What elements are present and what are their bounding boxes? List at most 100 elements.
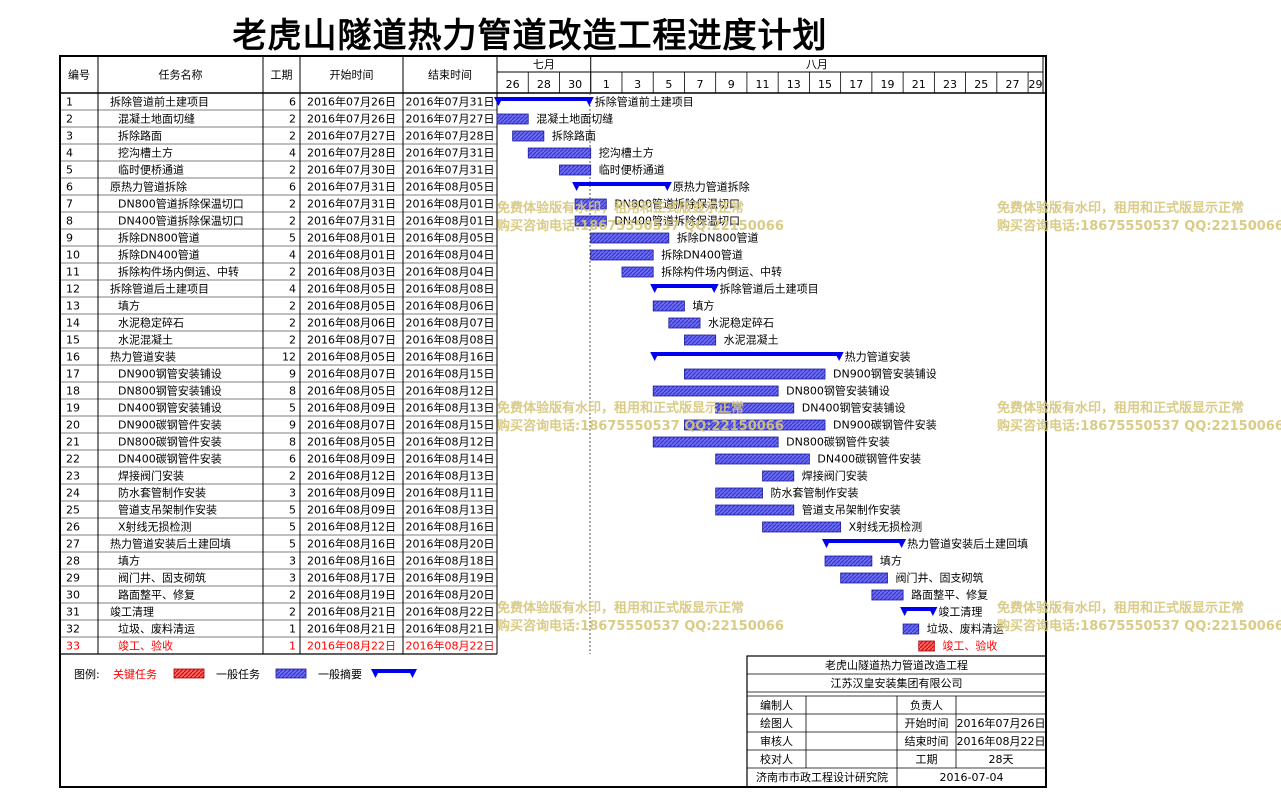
table-row: 23 焊接阀门安装 2 2016年08月12日 2016年08月13日 xyxy=(66,469,495,483)
task-id: 6 xyxy=(66,181,73,194)
task-end: 2016年07月31日 xyxy=(406,146,495,160)
info-start-label: 开始时间 xyxy=(905,716,949,730)
day-tick-label: 17 xyxy=(849,78,863,91)
watermark-line1: 免费体验版有水印，租用和正式版显示正常 xyxy=(997,600,1244,616)
task-name: 竣工清理 xyxy=(110,605,154,619)
table-row: 5 临时便桥通道 2 2016年07月30日 2016年07月31日 xyxy=(66,163,495,177)
task-duration: 8 xyxy=(289,385,296,398)
task-id: 26 xyxy=(66,521,80,534)
task-start: 2016年07月30日 xyxy=(307,163,396,177)
task-end: 2016年08月13日 xyxy=(406,503,495,517)
table-row: 27 热力管道安装后土建回填 5 2016年08月16日 2016年08月20日 xyxy=(66,537,495,551)
bar-label: 填方 xyxy=(880,554,902,568)
task-name: 垃圾、废料清运 xyxy=(118,622,195,636)
task-bar xyxy=(762,521,842,533)
task-start: 2016年08月16日 xyxy=(307,554,396,568)
task-bar xyxy=(668,317,701,329)
watermark-line2: 购买咨询电话:18675550537 QQ:22150066 xyxy=(497,418,784,434)
task-name: 路面整平、修复 xyxy=(118,588,195,602)
task-duration: 9 xyxy=(289,419,296,432)
task-start: 2016年08月05日 xyxy=(307,299,396,313)
task-id: 30 xyxy=(66,589,80,602)
bar-label: DN800碳钢管件安装 xyxy=(786,435,890,449)
table-row: 31 竣工清理 2 2016年08月21日 2016年08月22日 xyxy=(66,605,495,619)
task-start: 2016年08月07日 xyxy=(307,333,396,347)
task-bar xyxy=(652,300,685,312)
bar-label: 拆除构件场内倒运、中转 xyxy=(661,265,782,279)
watermark-line2: 购买咨询电话:18675550537 QQ:22150066 xyxy=(497,218,784,234)
month-label: 七月 xyxy=(533,58,555,71)
day-tick-label: 5 xyxy=(665,78,672,91)
task-duration: 5 xyxy=(289,504,296,517)
task-id: 20 xyxy=(66,419,80,432)
task-duration: 6 xyxy=(289,96,296,109)
bar-label: 原热力管道拆除 xyxy=(673,180,750,194)
task-end: 2016年08月14日 xyxy=(406,452,495,466)
task-name: X射线无损检测 xyxy=(118,520,192,534)
task-start: 2016年08月09日 xyxy=(307,452,396,466)
task-duration: 5 xyxy=(289,538,296,551)
task-start: 2016年07月26日 xyxy=(307,112,396,126)
table-row: 3 拆除路面 2 2016年07月27日 2016年07月28日 xyxy=(66,129,495,143)
table-row: 17 DN900钢管安装铺设 9 2016年08月07日 2016年08月15日 xyxy=(66,367,495,381)
day-tick-label: 7 xyxy=(697,78,704,91)
task-start: 2016年08月05日 xyxy=(307,384,396,398)
legend-critical-label: 关键任务 xyxy=(113,667,157,681)
task-start: 2016年08月09日 xyxy=(307,503,396,517)
bar-label: 阀门井、固支砌筑 xyxy=(896,571,984,585)
task-name: 拆除DN400管道 xyxy=(118,248,200,262)
day-tick-label: 9 xyxy=(728,78,735,91)
task-id: 33 xyxy=(66,640,80,653)
task-name: DN400管道拆除保温切口 xyxy=(118,214,244,228)
task-name: 防水套管制作安装 xyxy=(118,486,206,500)
task-id: 29 xyxy=(66,572,80,585)
day-tick-label: 25 xyxy=(974,78,988,91)
task-end: 2016年08月12日 xyxy=(406,435,495,449)
day-tick-label: 21 xyxy=(912,78,926,91)
task-duration: 4 xyxy=(289,249,296,262)
summary-bar xyxy=(650,284,719,293)
outer-frame xyxy=(59,55,1047,788)
table-row: 29 阀门井、固支砌筑 3 2016年08月17日 2016年08月19日 xyxy=(66,571,495,585)
table-row: 33 竣工、验收 1 2016年08月22日 2016年08月22日 xyxy=(66,639,495,653)
column-header-end: 结束时间 xyxy=(428,69,472,82)
table-row: 9 拆除DN800管道 5 2016年08月01日 2016年08月05日 xyxy=(66,231,495,245)
info-project: 老虎山隧道热力管道改造工程 xyxy=(825,658,968,672)
task-duration: 3 xyxy=(289,487,296,500)
task-start: 2016年08月09日 xyxy=(307,401,396,415)
task-end: 2016年08月13日 xyxy=(406,469,495,483)
task-start: 2016年07月31日 xyxy=(307,180,396,194)
info-end-value: 2016年08月22日 xyxy=(957,734,1046,748)
bar-label: 拆除DN800管道 xyxy=(677,231,759,245)
day-tick-label: 28 xyxy=(537,78,551,91)
task-bar xyxy=(840,572,888,584)
task-duration: 1 xyxy=(289,623,296,636)
table-row: 1 拆除管道前土建项目 6 2016年07月26日 2016年07月31日 xyxy=(66,95,495,109)
task-bar xyxy=(496,113,529,125)
task-duration: 12 xyxy=(282,351,296,364)
task-bar xyxy=(652,385,779,397)
task-end: 2016年08月08日 xyxy=(406,333,495,347)
task-id: 5 xyxy=(66,164,73,177)
bar-label: 热力管道安装 xyxy=(845,350,911,364)
task-duration: 3 xyxy=(289,555,296,568)
task-name: 拆除构件场内倒运、中转 xyxy=(118,265,239,279)
day-tick-label: 15 xyxy=(818,78,832,91)
task-name: 热力管道安装 xyxy=(110,350,176,364)
bar-label: 竣工清理 xyxy=(938,605,982,619)
info-box xyxy=(746,655,1047,788)
task-duration: 3 xyxy=(289,572,296,585)
day-tick-label: 30 xyxy=(568,78,582,91)
task-bar xyxy=(512,130,545,142)
task-name: DN400碳钢管件安装 xyxy=(118,452,222,466)
task-end: 2016年07月31日 xyxy=(406,95,495,109)
legend-label: 图例: xyxy=(74,667,100,681)
info-institute: 济南市市政工程设计研究院 xyxy=(756,770,888,784)
task-end: 2016年08月06日 xyxy=(406,299,495,313)
table-row: 10 拆除DN400管道 4 2016年08月01日 2016年08月04日 xyxy=(66,248,495,262)
bar-label: 水泥稳定碎石 xyxy=(708,316,774,330)
task-name: 管道支吊架制作安装 xyxy=(118,503,217,517)
watermark-line2: 购买咨询电话:18675550537 QQ:22150066 xyxy=(997,418,1281,434)
task-start: 2016年08月09日 xyxy=(307,486,396,500)
task-start: 2016年08月05日 xyxy=(307,435,396,449)
